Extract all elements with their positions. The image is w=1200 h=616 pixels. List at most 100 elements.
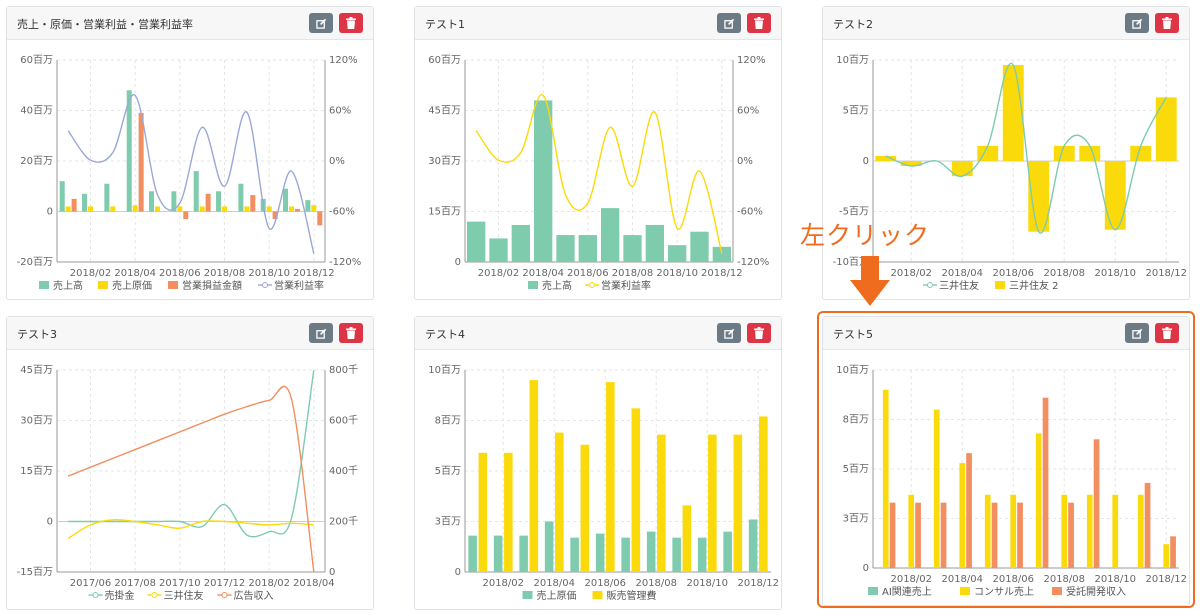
- y2-tick-label: -120%: [329, 257, 361, 268]
- x-tick-label: 2018/10: [656, 268, 698, 279]
- bar: [645, 224, 664, 262]
- legend-marker: [589, 282, 595, 288]
- bar: [1093, 439, 1100, 568]
- delete-button[interactable]: [339, 13, 363, 33]
- bar: [621, 537, 630, 572]
- bar: [908, 494, 915, 568]
- bar: [468, 535, 477, 572]
- chart-panel-test4[interactable]: テスト4 0 3百万 5百万 8百万 10百万 2018/02 2018/04 2018/06…: [414, 316, 782, 610]
- x-tick-label: 2018/02: [890, 268, 932, 279]
- bar: [305, 200, 311, 212]
- chart-area: 0 3百万 5百万 8百万 10百万 2018/02 2018/04 2018/06 2018/…: [836, 364, 1187, 598]
- y-tick-label: 20百万: [20, 155, 53, 167]
- x-tick-label: 2018/02: [248, 578, 290, 589]
- x-tick-label: 2018/06: [992, 268, 1034, 279]
- delete-button[interactable]: [747, 13, 771, 33]
- chart-panel-sales-cost-profit[interactable]: 売上・原価・営業利益・営業利益率 -20百万 0 20百万 40百万 60百万 -120%…: [6, 6, 374, 300]
- x-tick-label: 2018/02: [478, 268, 520, 279]
- y-tick-label: -10百万: [833, 256, 869, 268]
- bar: [556, 235, 575, 262]
- edit-button[interactable]: [1125, 323, 1149, 343]
- x-tick-label: 2018/12: [1145, 574, 1187, 585]
- panel-header: テスト5: [823, 317, 1189, 350]
- panel-title: テスト4: [425, 328, 465, 341]
- y2-tick-label: 120%: [329, 55, 358, 66]
- x-tick-label: 2018/12: [293, 268, 335, 279]
- trash-icon: [346, 327, 356, 339]
- delete-button[interactable]: [339, 323, 363, 343]
- chart-panel-test3[interactable]: テスト3 -15百万 0 15百万 30百万 45百万 0 200千 400千 600千 800千…: [6, 316, 374, 610]
- bar: [875, 155, 897, 161]
- y-tick-label: 10百万: [836, 364, 869, 376]
- edit-button[interactable]: [309, 323, 333, 343]
- bar: [668, 245, 687, 262]
- x-tick-label: 2018/04: [941, 574, 983, 585]
- bar: [570, 537, 579, 572]
- y-tick-label: 3百万: [435, 516, 461, 528]
- series-line: [68, 369, 315, 538]
- bar: [657, 434, 666, 572]
- legend-swatch: [960, 587, 970, 595]
- bar: [991, 502, 998, 568]
- y-tick-label: 45百万: [20, 364, 53, 376]
- x-tick-label: 2018/08: [635, 578, 677, 589]
- bar: [71, 198, 77, 212]
- bar: [138, 113, 144, 212]
- legend-swatch: [528, 281, 538, 289]
- panel-title: 売上・原価・営業利益・営業利益率: [17, 18, 193, 31]
- bar: [504, 452, 513, 572]
- bar: [882, 389, 889, 568]
- y2-tick-label: 800千: [329, 364, 358, 376]
- legend-label: 営業利益率: [601, 279, 651, 292]
- legend-marker: [92, 592, 99, 598]
- bar: [631, 408, 641, 572]
- edit-button[interactable]: [717, 13, 741, 33]
- chart-area: -20百万 0 20百万 40百万 60百万 -120% -60% 0% 60% 120% 2018…: [17, 54, 362, 292]
- edit-button[interactable]: [717, 323, 741, 343]
- legend-label: コンサル売上: [974, 585, 1034, 598]
- bar: [317, 211, 323, 226]
- y-tick-label: 0: [863, 156, 869, 167]
- trash-icon: [754, 327, 764, 339]
- chart-panel-test2[interactable]: テスト2 -10百万 -5百万 0 5百万 10百万 2018/02 2018/04 2018…: [822, 6, 1190, 300]
- bar: [221, 206, 228, 212]
- bar: [216, 191, 222, 212]
- bar: [690, 231, 709, 262]
- y-tick-label: 0: [47, 517, 53, 528]
- legend-label: 営業損益金額: [182, 279, 242, 292]
- bar: [1010, 494, 1017, 568]
- bar: [519, 535, 528, 572]
- bar: [940, 502, 947, 568]
- bar: [529, 380, 539, 572]
- delete-button[interactable]: [1155, 323, 1179, 343]
- x-tick-label: 2017/06: [70, 578, 112, 589]
- y-tick-label: 45百万: [428, 105, 461, 117]
- y2-tick-label: 0: [329, 567, 335, 578]
- bar: [1035, 433, 1042, 568]
- legend-label: 売上高: [542, 279, 572, 292]
- x-tick-label: 2017/10: [159, 578, 201, 589]
- panel-title: テスト1: [425, 18, 465, 31]
- bar: [1163, 544, 1170, 568]
- bar: [915, 502, 921, 568]
- x-tick-label: 2018/08: [1043, 268, 1085, 279]
- bar: [1068, 502, 1074, 568]
- y-tick-label: -20百万: [17, 256, 53, 268]
- bar: [288, 206, 295, 212]
- x-tick-label: 2018/02: [482, 578, 524, 589]
- legend-label: 売上高: [53, 279, 83, 292]
- edit-button[interactable]: [1125, 13, 1149, 33]
- chart-panel-test5[interactable]: テスト5 0 3百万 5百万 8百万 10百万 2018/02 2018/04 2018/06…: [822, 316, 1190, 606]
- bar: [606, 382, 615, 572]
- bar: [171, 191, 177, 212]
- x-tick-label: 2018/08: [204, 268, 246, 279]
- x-tick-label: 2018/06: [159, 268, 201, 279]
- delete-button[interactable]: [1155, 13, 1179, 33]
- edit-icon: [315, 328, 327, 339]
- chart-panel-test1[interactable]: テスト1 0 15百万 30百万 45百万 60百万 -120% -60% 0% 60% 120%…: [414, 6, 782, 300]
- y2-tick-label: -60%: [329, 207, 355, 218]
- legend-label: 広告収入: [234, 589, 274, 602]
- bar: [311, 205, 317, 212]
- delete-button[interactable]: [747, 323, 771, 343]
- edit-button[interactable]: [309, 13, 333, 33]
